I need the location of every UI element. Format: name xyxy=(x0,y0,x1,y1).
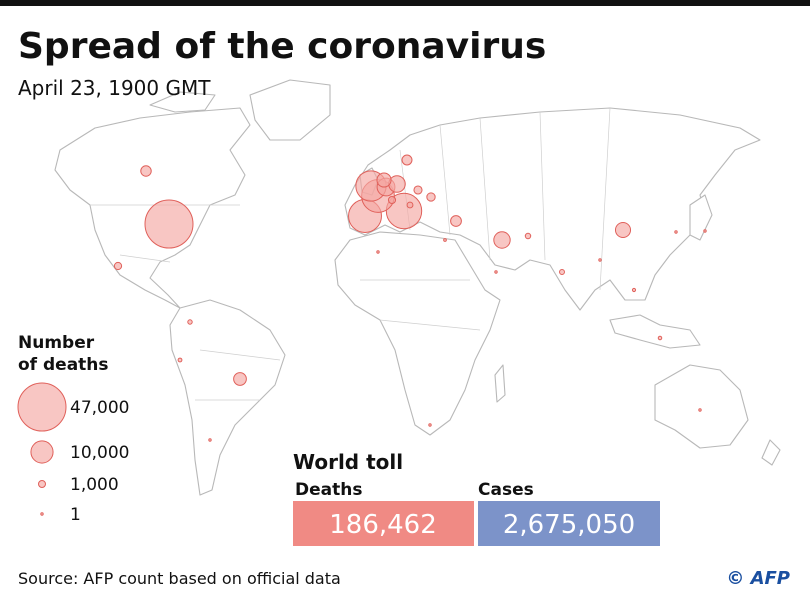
cases-label: Cases xyxy=(478,480,534,500)
map-bubble xyxy=(631,287,637,293)
deaths-label: Deaths xyxy=(295,480,362,500)
map-bubble xyxy=(657,335,663,341)
legend: 47,000 10,000 1,000 1 xyxy=(17,382,129,525)
map-bubble xyxy=(428,423,432,427)
legend-bubble xyxy=(37,479,47,489)
legend-label: 1 xyxy=(70,505,81,525)
map-bubbles xyxy=(113,154,707,442)
map-bubble xyxy=(524,232,532,240)
legend-bubble xyxy=(40,512,44,516)
map-bubble xyxy=(674,230,678,234)
map-bubble xyxy=(559,269,565,275)
toll-title: World toll xyxy=(293,450,403,474)
legend-label: 10,000 xyxy=(70,443,129,463)
map-bubble xyxy=(443,238,447,242)
map-bubble xyxy=(376,172,392,188)
map-bubble xyxy=(144,199,194,249)
subtitle: April 23, 1900 GMT xyxy=(18,76,211,100)
map-bubble xyxy=(376,250,380,254)
map-bubble xyxy=(140,165,152,177)
map-bubble xyxy=(387,195,397,205)
legend-bubble xyxy=(17,382,67,432)
map-bubble xyxy=(598,258,602,262)
map-bubble xyxy=(177,357,183,363)
map-bubble xyxy=(233,372,247,386)
map-bubble xyxy=(208,438,212,442)
map-bubble xyxy=(413,185,423,195)
source: Source: AFP count based on official data xyxy=(18,569,341,588)
map-bubble xyxy=(614,221,632,239)
map-bubble xyxy=(698,408,702,412)
deaths-box xyxy=(293,501,474,546)
legend-title: of deaths xyxy=(18,355,109,375)
deaths-value: 186,462 xyxy=(329,510,437,540)
legend-label: 47,000 xyxy=(70,398,129,418)
world-map xyxy=(54,79,781,496)
credit: © AFP xyxy=(726,568,790,589)
map-bubble xyxy=(187,319,193,325)
map-bubble xyxy=(406,201,414,209)
cases-value: 2,675,050 xyxy=(503,510,635,540)
map-bubble xyxy=(703,229,707,233)
legend-title: Number xyxy=(18,333,95,353)
cases-box xyxy=(478,501,660,546)
map-bubble xyxy=(493,231,511,249)
title: Spread of the coronavirus xyxy=(18,26,546,67)
map-bubble xyxy=(401,154,413,166)
map-bubble xyxy=(426,192,436,202)
map-bubble xyxy=(113,261,123,271)
map-bubble xyxy=(494,270,498,274)
map-bubble xyxy=(450,215,462,227)
top-bar xyxy=(0,0,810,6)
legend-label: 1,000 xyxy=(70,475,119,495)
legend-bubble xyxy=(30,440,54,464)
